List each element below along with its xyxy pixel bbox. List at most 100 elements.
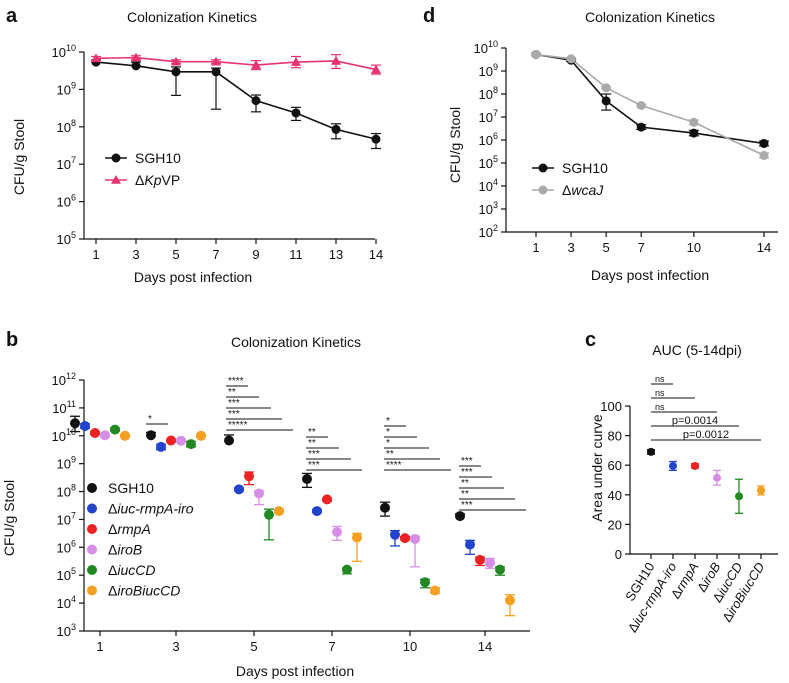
panel-c-ytick-label: 80 (608, 429, 622, 444)
panel-c-point (713, 473, 721, 482)
panel-b-ytick-label: 109 (57, 455, 76, 472)
panel-a-series-0-point (251, 96, 261, 106)
panel-c: c AUC (5-14dpi) Area under curve 0 20 40 60… (585, 329, 778, 635)
panel-b-series-0-point (70, 418, 80, 429)
panel-a-series-1-point (211, 56, 221, 66)
panel-letter-d: d (423, 5, 435, 27)
panel-a-series-1-point (91, 53, 101, 63)
panel-b-series-0-point (380, 502, 390, 513)
panel-b-series-5-point (196, 430, 206, 441)
panel-c-title: AUC (5-14dpi) (652, 342, 741, 358)
panel-d-ytick-label: 106 (479, 131, 498, 148)
panel-c-comparison-label: ns (655, 388, 665, 398)
panel-d-legend-1-label: ΔwcaJ (562, 182, 604, 198)
panel-b-sig-label: *** (308, 460, 320, 471)
panel-letter-c: c (585, 329, 596, 351)
panel-c-ytick-label: 100 (600, 399, 622, 414)
panel-d-ytick-label: 103 (479, 200, 498, 217)
panel-b-ytick-label: 1010 (52, 427, 76, 444)
panel-d-series-0-point (759, 138, 769, 148)
panel-b-ytick-label: 106 (57, 538, 76, 555)
panel-b-series-4-point (186, 439, 196, 450)
panel-b-series-2-point (400, 533, 410, 544)
panel-c-point (647, 447, 655, 456)
panel-d: d Colonization Kinetics Days post infect… (423, 5, 778, 283)
panel-d-series-0-line (535, 53, 765, 145)
panel-c-ytick-label: 40 (608, 488, 622, 503)
panel-c-point (757, 486, 765, 495)
panel-b-legend-1-label: Δiuc-rmpA-iro (108, 501, 194, 517)
panel-b-legend-0-label: SGH10 (108, 480, 154, 496)
panel-b-legend-1-marker (87, 503, 97, 514)
panel-a-legend-1-label: ΔKpVP (135, 172, 180, 188)
panel-a-series-1-point (171, 56, 181, 66)
panel-b-series-0-point (146, 430, 156, 441)
panel-b-series-5-point (505, 595, 515, 606)
panel-b-legend-2-label: ΔrmpA (108, 521, 151, 537)
panel-d-legend-0-marker (538, 163, 548, 173)
panel-d-ylabel: CFU/g Stool (447, 107, 463, 183)
panel-a-series-0-point (171, 67, 181, 77)
panel-a-ylabel: CFU/g Stool (11, 119, 27, 195)
panel-b-xlabel: Days post infection (236, 663, 354, 679)
panel-d-series-0-point (636, 122, 646, 132)
panel-b-series-3-point (254, 488, 264, 499)
panel-a-series-0-point (211, 67, 221, 77)
panel-b-xtick-label: 14 (478, 639, 492, 654)
panel-b-series-1-point (312, 506, 322, 517)
panel-letter-a: a (6, 5, 18, 27)
panel-b-sig-label: * (386, 427, 390, 438)
panel-a-ytick-label: 109 (57, 80, 76, 97)
panel-b-ytick-label: 103 (57, 622, 76, 639)
panel-d-ytick-label: 104 (479, 177, 498, 194)
panel-b-series-5-point (352, 532, 362, 543)
panel-b-series-3-point (100, 430, 110, 441)
panel-c-comparison-label: p=0.0014 (672, 415, 718, 427)
panel-b-series-1-point (234, 484, 244, 495)
panel-c-comparison-label: p=0.0012 (683, 429, 729, 441)
panel-b-series-4-point (110, 424, 120, 435)
panel-b-series-3-point (332, 526, 342, 537)
panel-c-ylabel: Area under curve (589, 414, 605, 522)
panel-a: a Colonization Kinetics Days post infect… (6, 5, 383, 285)
panel-a-xtick-label: 9 (252, 247, 259, 262)
panel-c-comparison-label: ns (655, 374, 665, 384)
panel-c-point (735, 492, 743, 501)
panel-b-xtick-label: 1 (96, 639, 103, 654)
panel-d-ytick-label: 108 (479, 85, 498, 102)
panel-d-xtick-label: 14 (757, 240, 771, 255)
panel-d-xtick-label: 10 (687, 240, 701, 255)
panel-b-sig-label: **** (386, 460, 402, 471)
panel-a-series-1-point (131, 52, 141, 62)
panel-d-legend-1-marker (538, 185, 548, 195)
panel-b-series-0-point (224, 435, 234, 446)
panel-a-series-1-line (95, 56, 377, 71)
panel-a-xtick-label: 11 (289, 247, 303, 262)
panel-a-xlabel: Days post infection (134, 269, 252, 285)
panel-d-series-1-point (601, 83, 611, 93)
panel-c-ytick-label: 0 (615, 547, 622, 562)
panel-b-series-1-point (156, 441, 166, 452)
panel-b-sig-label: * (148, 414, 152, 425)
panel-b-ytick-label: 107 (57, 510, 76, 527)
panel-a-xtick-label: 3 (132, 247, 139, 262)
panel-a-ytick-label: 107 (57, 155, 76, 172)
panel-b-series-2-point (90, 427, 100, 438)
panel-b-sig-label: * (386, 416, 390, 427)
panel-d-series-1-point (531, 49, 541, 59)
panel-a-xtick-label: 14 (369, 247, 383, 262)
panel-d-xtick-label: 7 (638, 240, 645, 255)
panel-b-ytick-label: 1012 (52, 371, 76, 388)
panel-b-ytick-label: 1011 (52, 399, 76, 416)
panel-a-series-1-point (291, 57, 301, 66)
panel-b-series-1-point (390, 529, 400, 540)
panel-d-ytick-label: 107 (479, 108, 498, 125)
panel-a-ytick-label: 106 (57, 193, 76, 210)
panel-a-legend-0-label: SGH10 (135, 150, 181, 166)
panel-d-legend-0-label: SGH10 (562, 160, 608, 176)
panel-c-comparison-label: ns (655, 402, 665, 412)
panel-b-sig-label: *** (461, 456, 473, 467)
panel-a-series-0-point (291, 108, 301, 118)
panel-c-ytick-label: 20 (608, 517, 622, 532)
panel-b-ytick-label: 104 (57, 594, 76, 611)
